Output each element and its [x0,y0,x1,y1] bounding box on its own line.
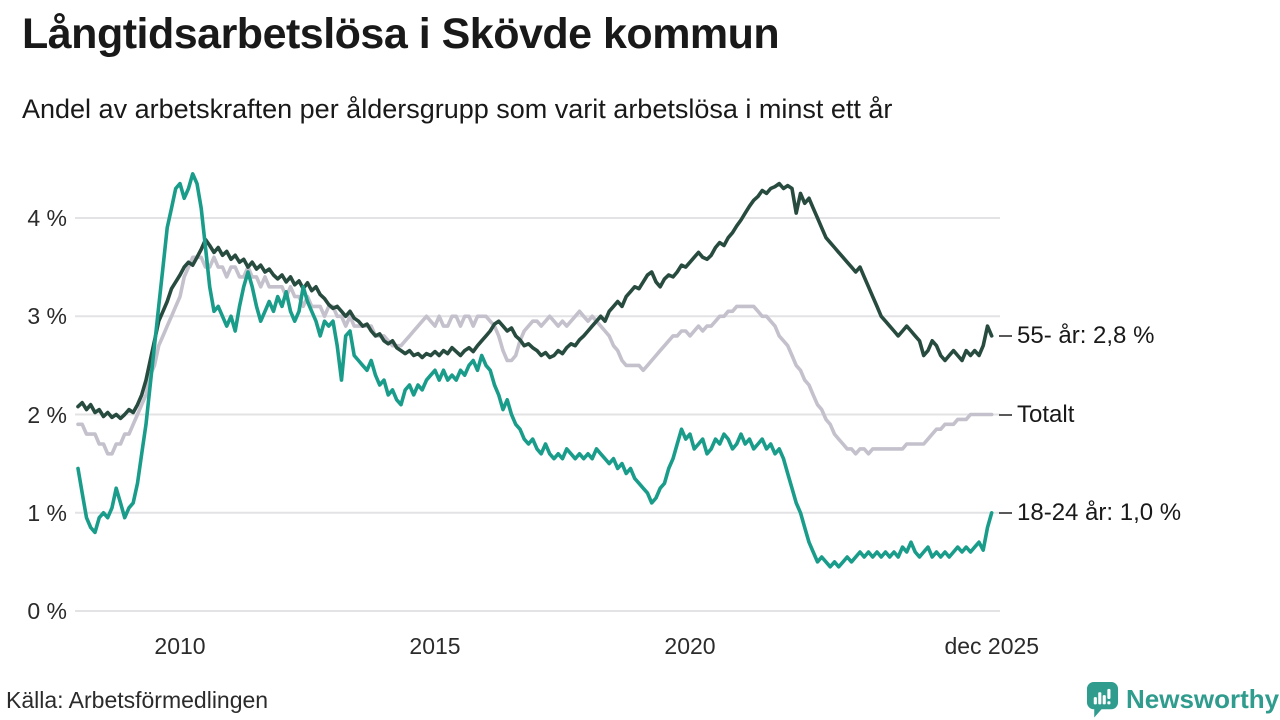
x-tick-label: 2010 [154,633,206,659]
source-note: Källa: Arbetsförmedlingen [6,687,269,713]
newsworthy-bubble-chart-icon [1086,682,1119,718]
x-tick-label: 2020 [664,633,716,659]
x-tick-label: dec 2025 [944,633,1040,659]
end-label-text: 55- år: 2,8 % [1017,321,1155,349]
series-line-55-r [76,181,994,421]
page-title: Långtidsarbetslösa i Skövde kommun [22,10,780,58]
end-label-text: Totalt [1017,400,1075,428]
x-tick-label: 2015 [409,633,461,659]
end-label-dash [999,511,1012,514]
y-tick-label: 0 % [27,598,67,624]
end-label-text: 18-24 år: 1,0 % [1017,498,1182,526]
newsworthy-wordmark: Newsworthy [1126,684,1280,714]
series-line-totalt [76,255,994,456]
y-tick-label: 2 % [27,401,67,428]
y-tick-label: 4 % [27,205,67,231]
newsworthy-logo[interactable]: Newsworthy [1086,681,1279,718]
end-label-dash [999,413,1012,416]
page-subtitle: Andel av arbetskraften per åldersgrupp s… [22,94,893,124]
end-label-totalt: Totalt [999,399,1074,431]
end-label-55-r: 55- år: 2,8 % [999,320,1154,352]
end-label-18-24-r: 18-24 år: 1,0 % [999,497,1181,529]
y-tick-label: 3 % [27,303,67,330]
series-line-18-24-r [76,172,994,569]
y-tick-label: 1 % [27,499,67,526]
end-label-dash [999,334,1012,337]
